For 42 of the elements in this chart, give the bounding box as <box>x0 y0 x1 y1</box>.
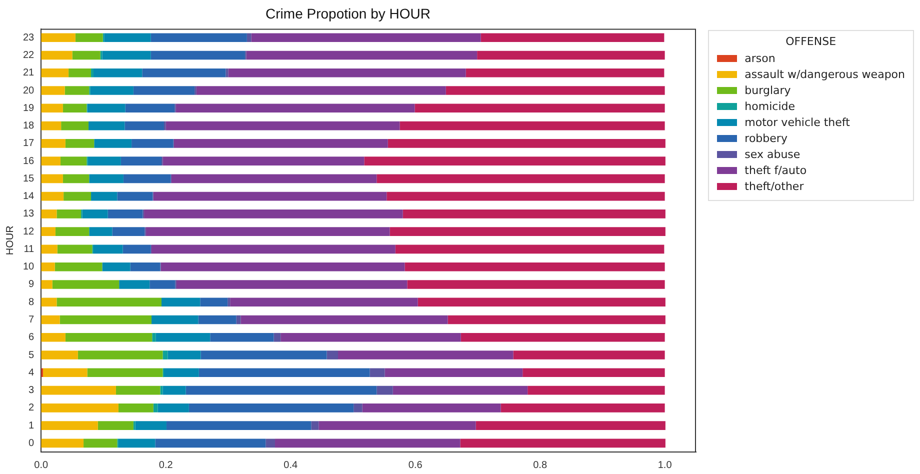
legend-label: robbery <box>744 132 788 145</box>
y-tick-label: 5 <box>28 350 35 361</box>
y-tick-label: 14 <box>23 191 35 202</box>
legend-label: theft f/auto <box>744 164 807 177</box>
x-tick-label: 0.0 <box>34 460 49 471</box>
y-tick-label: 6 <box>28 332 35 344</box>
y-tick-label: 16 <box>23 156 35 167</box>
legend-title: OFFENSE <box>784 35 838 48</box>
y-tick-label: 17 <box>23 138 35 150</box>
y-tick-label: 10 <box>23 262 35 273</box>
y-tick-label: 20 <box>23 85 35 96</box>
y-tick-label: 0 <box>28 438 35 449</box>
y-tick-label: 1 <box>28 420 35 432</box>
y-tick-label: 15 <box>23 173 35 184</box>
x-tick-label: 0.6 <box>408 460 423 471</box>
y-tick-label: 18 <box>23 120 35 132</box>
y-tick-label: 11 <box>24 244 35 255</box>
y-tick-label: 8 <box>28 296 35 308</box>
legend-label: arson <box>744 52 776 65</box>
y-tick-label: 12 <box>23 226 35 238</box>
x-tick-label: 0.2 <box>158 460 174 471</box>
chart-title: Crime Propotion by HOUR <box>266 5 430 22</box>
y-tick-label: 4 <box>28 367 35 378</box>
legend-label: homicide <box>744 100 795 113</box>
x-tick-label: 1.0 <box>658 460 672 471</box>
y-tick-label: 7 <box>28 314 35 326</box>
y-axis-title: HOUR <box>4 226 16 256</box>
legend-label: burglary <box>744 84 791 97</box>
y-tick-label: 3 <box>28 385 35 396</box>
x-tick-label: 0.8 <box>533 460 548 471</box>
y-tick-label: 13 <box>23 208 35 220</box>
y-tick-label: 2 <box>28 402 35 414</box>
legend-label: sex abuse <box>744 148 800 161</box>
y-tick-label: 23 <box>23 32 35 44</box>
legend-label: motor vehicle theft <box>744 116 850 129</box>
x-tick-label: 0.4 <box>284 460 298 471</box>
y-tick-label: 9 <box>28 279 35 290</box>
y-tick-label: 22 <box>23 50 35 61</box>
legend-label: theft/other <box>744 180 804 193</box>
legend-label: assault w/dangerous weapon <box>744 68 905 81</box>
y-tick-label: 19 <box>23 102 35 114</box>
y-tick-label: 21 <box>23 68 35 79</box>
